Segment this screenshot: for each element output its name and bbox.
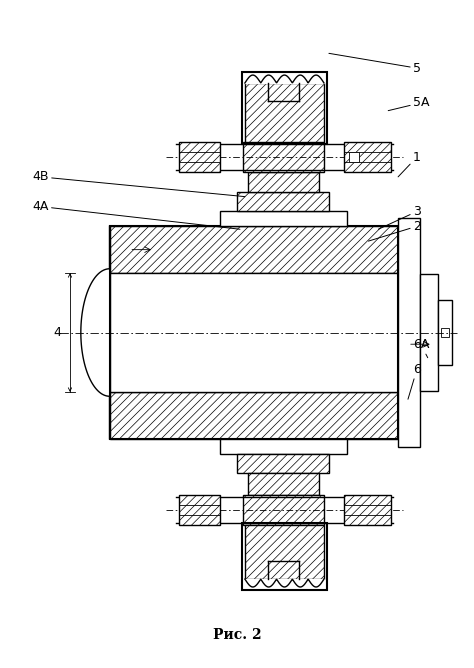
Text: 4: 4 <box>53 326 61 339</box>
Bar <box>398 218 420 447</box>
Bar <box>220 439 346 454</box>
Bar <box>344 142 391 172</box>
Bar <box>242 72 327 144</box>
Bar <box>245 525 324 579</box>
Bar <box>220 212 346 226</box>
Text: 5: 5 <box>329 53 421 75</box>
Bar <box>248 474 319 495</box>
Bar <box>349 152 358 162</box>
Bar <box>344 495 391 525</box>
Text: 6A: 6A <box>413 339 429 358</box>
Bar <box>179 142 220 172</box>
Bar <box>109 392 398 439</box>
Bar <box>245 83 324 142</box>
Text: 2: 2 <box>368 220 421 241</box>
Text: 6: 6 <box>408 363 421 399</box>
Text: 1: 1 <box>398 150 421 177</box>
Bar <box>179 495 220 525</box>
Bar <box>242 523 327 590</box>
Text: 4B: 4B <box>32 170 245 196</box>
Text: Рис. 2: Рис. 2 <box>213 629 261 643</box>
Text: 3: 3 <box>378 205 421 229</box>
Bar <box>109 226 398 273</box>
Bar <box>243 495 324 525</box>
Bar <box>237 454 329 474</box>
Bar <box>248 172 319 192</box>
Bar <box>243 142 324 172</box>
Bar <box>109 273 398 392</box>
Bar <box>109 226 398 439</box>
Bar <box>441 328 449 337</box>
Bar <box>438 301 453 365</box>
Bar <box>237 192 329 212</box>
Text: 4A: 4A <box>32 200 240 229</box>
Bar <box>420 274 438 391</box>
Text: 5A: 5A <box>388 96 429 111</box>
